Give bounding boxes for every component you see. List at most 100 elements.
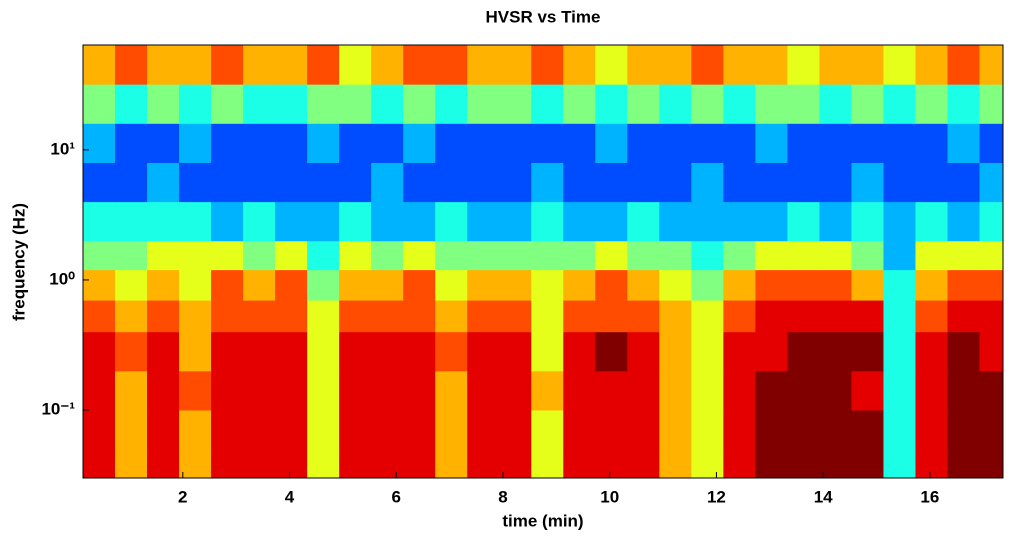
heat-cell — [211, 45, 244, 85]
heat-cell — [211, 331, 244, 372]
heat-cell — [915, 409, 949, 450]
heat-cell — [819, 240, 852, 271]
heat-cell — [883, 449, 916, 479]
heat-cell — [659, 449, 692, 479]
heat-cell — [723, 370, 756, 411]
heat-cell — [851, 370, 884, 411]
heat-cell — [915, 123, 949, 163]
heat-cell — [979, 300, 1004, 333]
heat-cell — [243, 331, 276, 372]
heat-cell — [723, 240, 756, 271]
heat-cell — [531, 162, 564, 203]
heat-cell — [467, 201, 500, 242]
heat-cell — [435, 300, 468, 333]
heat-cell — [339, 370, 372, 411]
heat-cell — [499, 123, 532, 163]
heat-cell — [755, 300, 788, 333]
heat-cell — [371, 449, 404, 479]
heat-cell — [787, 240, 820, 271]
heat-cell — [435, 269, 468, 301]
heat-cell — [563, 45, 596, 85]
heat-cell — [659, 84, 692, 124]
heat-cell — [435, 123, 468, 163]
heat-cell — [307, 449, 340, 479]
heat-cell — [403, 162, 436, 203]
heat-cell — [595, 123, 628, 163]
heat-cell — [339, 300, 372, 333]
heat-cell — [755, 123, 788, 163]
heat-cell — [243, 300, 276, 333]
heat-cell — [915, 449, 949, 479]
heat-cell — [659, 240, 692, 271]
heat-cell — [883, 240, 916, 271]
x-tick-label: 4 — [285, 487, 295, 506]
heat-cell — [723, 45, 756, 85]
heat-cell — [755, 331, 788, 372]
heat-cell — [563, 201, 596, 242]
heat-cell — [371, 269, 404, 301]
heat-cell — [83, 300, 116, 333]
heat-cell — [755, 370, 788, 411]
heat-cell — [755, 269, 788, 301]
heat-cell — [371, 300, 404, 333]
heat-cell — [563, 84, 596, 124]
heat-cell — [147, 300, 180, 333]
heat-cell — [147, 409, 180, 450]
heat-cell — [179, 449, 212, 479]
heat-cell — [947, 45, 981, 85]
heat-cell — [627, 240, 660, 271]
heat-cell — [243, 162, 276, 203]
x-tick-label: 8 — [498, 487, 507, 506]
heat-cell — [723, 84, 756, 124]
heat-cell — [115, 45, 148, 85]
heat-cell — [787, 45, 820, 85]
x-tick-label: 16 — [920, 487, 939, 506]
heat-cell — [531, 331, 564, 372]
heat-cell — [339, 269, 372, 301]
heat-cell — [339, 84, 372, 124]
heat-cell — [371, 45, 404, 85]
plot-frame — [82, 44, 1004, 479]
heat-cell — [947, 370, 981, 411]
heat-cell — [435, 449, 468, 479]
heat-cell — [83, 45, 116, 85]
heat-cell — [755, 201, 788, 242]
heat-cell — [787, 449, 820, 479]
heat-cell — [595, 409, 628, 450]
heat-cell — [307, 370, 340, 411]
heat-cell — [915, 84, 949, 124]
heat-cell — [499, 240, 532, 271]
heat-cell — [467, 449, 500, 479]
heat-cell — [275, 162, 308, 203]
heat-cell — [211, 370, 244, 411]
heat-cell — [371, 123, 404, 163]
heat-cell — [531, 123, 564, 163]
heat-cell — [659, 123, 692, 163]
heat-cell — [787, 331, 820, 372]
heat-cell — [467, 300, 500, 333]
heat-cell — [275, 300, 308, 333]
heat-cell — [563, 269, 596, 301]
heat-cell — [499, 269, 532, 301]
heat-cell — [595, 45, 628, 85]
heat-cell — [115, 162, 148, 203]
heat-cell — [659, 331, 692, 372]
heat-cell — [179, 84, 212, 124]
heat-cell — [403, 45, 436, 85]
heat-cell — [499, 409, 532, 450]
heat-cell — [851, 240, 884, 271]
heat-cell — [883, 123, 916, 163]
heat-cell — [179, 331, 212, 372]
heat-cell — [435, 409, 468, 450]
heat-cell — [371, 370, 404, 411]
heat-cell — [179, 45, 212, 85]
heat-cell — [435, 370, 468, 411]
heat-cell — [147, 84, 180, 124]
heat-cell — [307, 300, 340, 333]
heat-cell — [819, 269, 852, 301]
heat-cell — [499, 300, 532, 333]
heat-cell — [83, 449, 116, 479]
heat-cell — [403, 449, 436, 479]
heat-cell — [467, 162, 500, 203]
